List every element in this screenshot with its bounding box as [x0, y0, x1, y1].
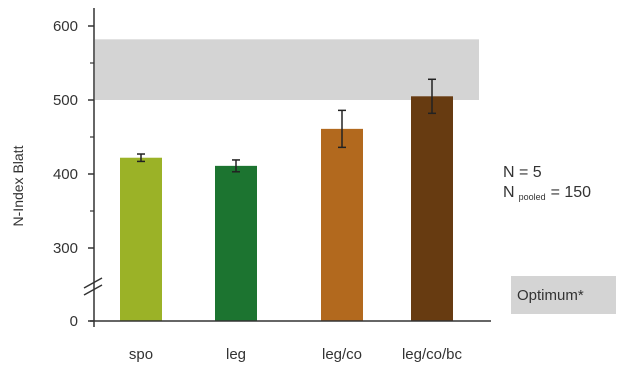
y-tick-label-600: 600: [53, 18, 78, 35]
y-axis-label: N-Index Blatt: [10, 145, 26, 226]
n-pooled-subscript: pooled: [518, 192, 546, 202]
n-pooled-value: = 150: [550, 184, 592, 201]
bar-spo: [120, 157, 162, 321]
axis-break-mark: [83, 277, 103, 296]
bar-leg: [215, 165, 257, 321]
n-pooled-prefix: N: [503, 184, 515, 201]
y-tick-label-500: 500: [53, 92, 78, 109]
legend-optimum: Optimum*: [511, 276, 616, 314]
x-tick-label-leg: leg: [226, 346, 246, 363]
y-tick-label-0: 0: [70, 313, 78, 330]
y-tick-label-400: 400: [53, 166, 78, 183]
bar-leg-co-bc: [411, 96, 453, 321]
legend-optimum-label: Optimum*: [517, 286, 584, 304]
x-tick-label-leg-co-bc: leg/co/bc: [402, 346, 463, 363]
category-labels-group: spo leg leg/co leg/co/bc: [129, 346, 463, 363]
x-tick-label-leg-co: leg/co: [322, 346, 362, 363]
bars-group: [120, 96, 453, 321]
y-tick-label-300: 300: [53, 240, 78, 257]
y-ticks-group: 0 300 400 500 600: [53, 18, 94, 330]
n-text: N = 5: [503, 164, 542, 181]
optimum-band: [95, 39, 479, 100]
error-bars-group: [137, 78, 436, 173]
bar-leg-co: [321, 128, 363, 321]
x-tick-label-spo: spo: [129, 346, 153, 363]
